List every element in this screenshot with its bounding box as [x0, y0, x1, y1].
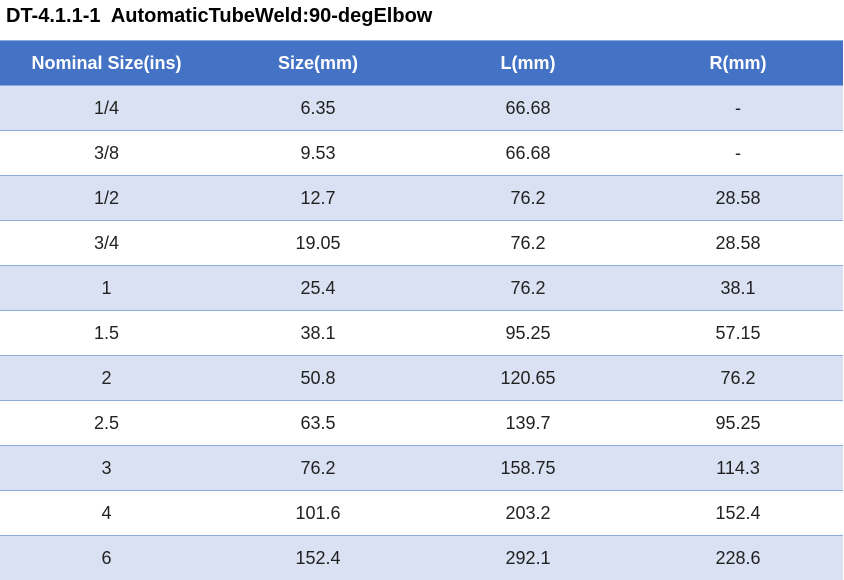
header-row: Nominal Size(ins)Size(mm)L(mm)R(mm) — [0, 41, 843, 86]
table-cell: 12.7 — [213, 176, 423, 221]
column-header: L(mm) — [423, 41, 633, 86]
column-header: Size(mm) — [213, 41, 423, 86]
table-cell: 6 — [0, 536, 213, 580]
table-cell: 3 — [0, 446, 213, 491]
table-cell: 120.65 — [423, 356, 633, 401]
table-cell: 57.15 — [633, 311, 843, 356]
column-header: Nominal Size(ins) — [0, 41, 213, 86]
table-cell: 152.4 — [213, 536, 423, 580]
table-cell: 158.75 — [423, 446, 633, 491]
table-cell: 28.58 — [633, 176, 843, 221]
table-cell: 292.1 — [423, 536, 633, 580]
table-cell: 38.1 — [213, 311, 423, 356]
column-header: R(mm) — [633, 41, 843, 86]
table-cell: 1 — [0, 266, 213, 311]
table-cell: 50.8 — [213, 356, 423, 401]
table-cell: 9.53 — [213, 131, 423, 176]
table-cell: 101.6 — [213, 491, 423, 536]
table-cell: 95.25 — [423, 311, 633, 356]
table-cell: 2 — [0, 356, 213, 401]
table-cell: 76.2 — [423, 176, 633, 221]
table-cell: 3/8 — [0, 131, 213, 176]
table-cell: 95.25 — [633, 401, 843, 446]
table-cell: 1/2 — [0, 176, 213, 221]
table-cell: 66.68 — [423, 86, 633, 131]
title: DT-4.1.1-1 AutomaticTubeWeld:90-degElbow — [6, 5, 432, 28]
table-cell: 19.05 — [213, 221, 423, 266]
table-cell: 63.5 — [213, 401, 423, 446]
table-cell: 76.2 — [633, 356, 843, 401]
table-cell: 38.1 — [633, 266, 843, 311]
table-cell: 76.2 — [423, 266, 633, 311]
table-cell: 1.5 — [0, 311, 213, 356]
table-cell: 114.3 — [633, 446, 843, 491]
table-cell: 66.68 — [423, 131, 633, 176]
table-cell: - — [633, 86, 843, 131]
table-cell: 139.7 — [423, 401, 633, 446]
table-cell: 3/4 — [0, 221, 213, 266]
table-cell: 228.6 — [633, 536, 843, 580]
table-cell: 6.35 — [213, 86, 423, 131]
table-cell: 4 — [0, 491, 213, 536]
table-cell: 25.4 — [213, 266, 423, 311]
table-cell: 76.2 — [213, 446, 423, 491]
table-cell: 152.4 — [633, 491, 843, 536]
table-cell: 203.2 — [423, 491, 633, 536]
table-cell: 76.2 — [423, 221, 633, 266]
table-cell: 2.5 — [0, 401, 213, 446]
table-cell: - — [633, 131, 843, 176]
table-cell: 28.58 — [633, 221, 843, 266]
table-cell: 1/4 — [0, 86, 213, 131]
